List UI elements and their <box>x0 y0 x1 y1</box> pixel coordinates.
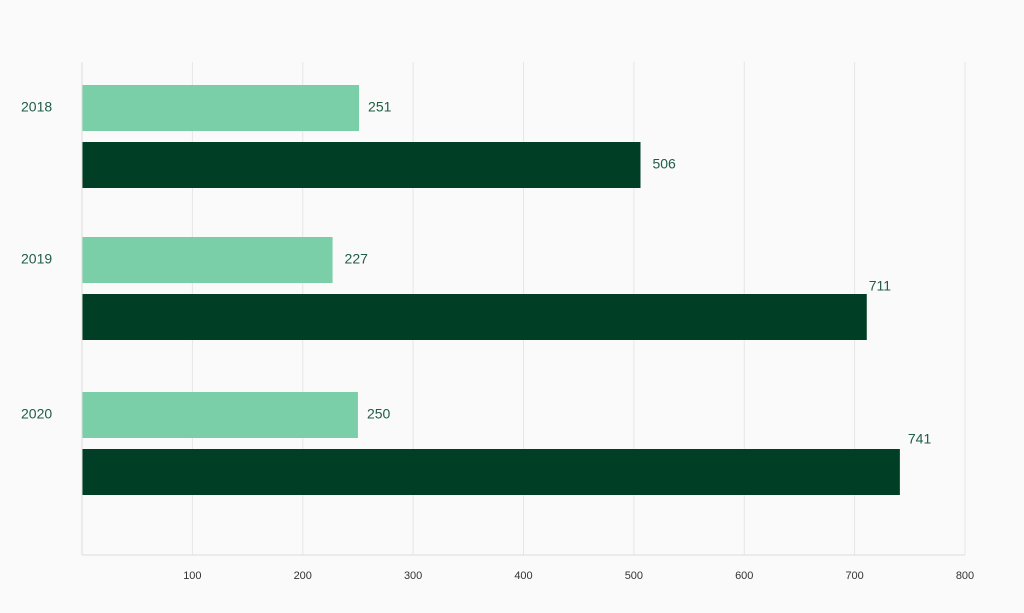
x-tick-label: 400 <box>514 570 532 582</box>
bar <box>82 237 333 283</box>
bar <box>82 85 360 131</box>
category-label: 2019 <box>21 251 52 267</box>
labels: 2018 251 506 2019 227 711 2020 250 741 <box>21 99 931 447</box>
data-label: 227 <box>345 251 369 267</box>
bar <box>82 294 867 340</box>
bar <box>82 142 641 188</box>
data-label: 506 <box>652 156 676 172</box>
x-tick-label: 300 <box>404 570 422 582</box>
data-label: 251 <box>368 99 392 115</box>
bars <box>82 85 900 495</box>
category-label: 2018 <box>21 99 52 115</box>
x-tick-label: 600 <box>735 570 753 582</box>
bar <box>82 392 358 438</box>
x-tick-label: 800 <box>956 570 974 582</box>
x-tick-label: 500 <box>625 570 643 582</box>
data-label: 711 <box>869 278 892 294</box>
data-label: 250 <box>367 406 391 422</box>
x-tick-label: 200 <box>294 570 312 582</box>
x-tick-label: 700 <box>845 570 863 582</box>
bar <box>82 449 900 495</box>
axes: 100 200 300 400 500 600 700 800 <box>81 62 974 582</box>
x-tick-label: 100 <box>183 570 201 582</box>
category-label: 2020 <box>21 406 52 422</box>
data-label: 741 <box>908 431 932 447</box>
